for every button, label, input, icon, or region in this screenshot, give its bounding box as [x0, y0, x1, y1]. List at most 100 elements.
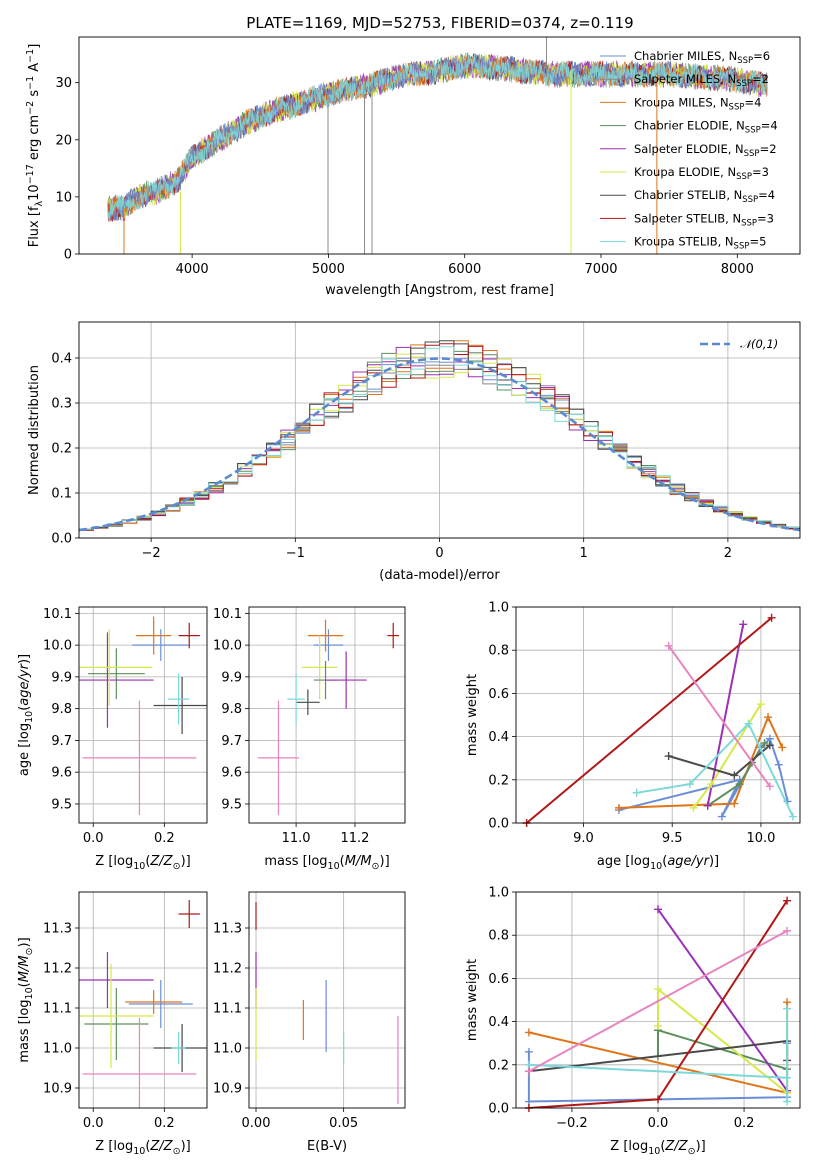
x-tick-label: 0.0 — [648, 1116, 669, 1131]
y-tick-label: 10.9 — [43, 1082, 72, 1097]
y-tick-label: 9.8 — [221, 702, 242, 717]
legend-entry: Kroupa ELODIE, NSSP=3 — [634, 165, 769, 182]
x-tick-label: 9.5 — [662, 831, 683, 846]
spectrum-legend: Chabrier MILES, NSSP=6 Salpeter MILES, NS… — [600, 49, 778, 252]
axes-frame — [78, 36, 801, 255]
y-tick-label: 20 — [55, 133, 72, 148]
x-tick-label: 0 — [435, 546, 443, 561]
weight-point-marker — [654, 1095, 662, 1104]
y-tick-label: 9.9 — [221, 670, 242, 685]
x-axis-label: (data-model)/error — [379, 568, 500, 583]
weight-point-marker — [524, 1067, 533, 1076]
legend-entry: Salpeter ELODIE, NSSP=2 — [634, 142, 777, 159]
axis-label: Z [log10(Z/Z⊙)] — [610, 1139, 705, 1157]
x-tick-label: 0.0 — [83, 1116, 104, 1131]
axis-label: Z [log10(Z/Z⊙)] — [95, 854, 190, 872]
y-tick-label: 0.4 — [488, 730, 509, 745]
axes-frame — [515, 891, 801, 1109]
y-axis-label: Normed distribution — [27, 365, 42, 495]
weight-point-marker — [707, 780, 716, 789]
x-axis-label: E(B-V) — [307, 1139, 347, 1154]
axis-label: mass weight — [465, 959, 480, 1041]
y-tick-label: 11.1 — [43, 1002, 72, 1017]
y-tick-label: 11.1 — [213, 1002, 242, 1017]
y-tick-label: 10.0 — [43, 639, 72, 654]
y-tick-label: 0.2 — [51, 442, 72, 457]
weight-series-line — [706, 624, 745, 806]
y-tick-label: 0.0 — [51, 532, 72, 547]
legend-entry: Chabrier MILES, NSSP=6 — [634, 49, 770, 66]
y-tick-label: 10.1 — [213, 607, 242, 622]
legend-entry: Chabrier ELODIE, NSSP=4 — [634, 119, 778, 136]
weight-point-marker — [760, 739, 769, 748]
y-tick-label: 9.9 — [51, 670, 72, 685]
y-tick-label: 10.0 — [213, 639, 242, 654]
weight-point-marker — [654, 1021, 662, 1030]
weight-point-marker — [735, 780, 744, 789]
axes-frame — [78, 321, 801, 539]
axis-label: mass weight — [465, 674, 480, 756]
residual-histogram — [79, 346, 800, 532]
weight-point-marker — [788, 812, 797, 821]
legend-entry: Chabrier STELIB, NSSP=4 — [634, 188, 775, 205]
x-tick-label: 9.0 — [573, 831, 594, 846]
y-tick-label: 0.0 — [488, 1102, 509, 1117]
panel-spectrum: 4000 5000 6000 7000 8000 0 10 20 30 wavelength [A… — [25, 36, 801, 298]
weight-point-marker — [783, 1073, 792, 1082]
weight-point-marker — [783, 1097, 792, 1106]
x-tick-label: 7000 — [584, 262, 617, 277]
x-tick-label: 5000 — [312, 262, 345, 277]
y-tick-label: 9.6 — [221, 766, 242, 781]
weight-series-line — [636, 721, 794, 817]
x-tick-label: −0.2 — [556, 1116, 588, 1131]
weight-point-marker — [739, 620, 748, 629]
weight-point-marker — [730, 771, 739, 780]
y-tick-label: 0.4 — [488, 1015, 509, 1030]
axis-label: Flux [fλ10−17 erg cm−2 s−1 A−1] — [25, 44, 45, 248]
y-tick-label: 0.6 — [488, 687, 509, 702]
x-tick-label: 11.0 — [282, 831, 311, 846]
x-tick-label: 0.05 — [329, 1116, 358, 1131]
weight-point-marker — [783, 1004, 792, 1013]
weight-series-line — [707, 742, 766, 807]
y-tick-label: 0.6 — [488, 972, 509, 987]
panel-mass-age: 11.0 11.2 9.5 9.6 9.7 9.8 9.9 10.0 10.1 mass [log… — [213, 606, 406, 872]
x-tick-label: 4000 — [176, 262, 209, 277]
weight-point-marker — [744, 719, 753, 728]
axis-label: age [log10(age/yr)] — [17, 654, 35, 776]
weight-point-marker — [783, 896, 792, 905]
y-tick-label: 1.0 — [488, 886, 509, 901]
weight-series-line — [667, 645, 771, 787]
weight-point-marker — [654, 905, 662, 914]
panel-z-mass: 0.0 0.2 10.9 11.0 11.1 11.2 11.3 Z [log10(Z/Z⊙)… — [17, 891, 208, 1157]
weight-point-marker — [524, 1047, 533, 1056]
axis-label: mass [log10(M/M⊙)] — [17, 937, 35, 1062]
x-tick-label: 0.2 — [154, 1116, 175, 1131]
weight-point-marker — [654, 985, 662, 994]
x-tick-label: 0.2 — [734, 1116, 755, 1131]
axis-label: Z [log10(Z/Z⊙)] — [95, 1139, 190, 1157]
weight-point-marker — [632, 788, 641, 797]
weight-point-marker — [756, 700, 765, 709]
axis-label: mass [log10(M/M⊙)] — [264, 854, 389, 872]
y-tick-label: 30 — [55, 76, 72, 91]
x-tick-label: 0.0 — [83, 831, 104, 846]
panel-ebv-mass: 0.00 0.05 10.9 11.0 11.1 11.2 11.3 E(B-V) — [213, 891, 406, 1154]
weight-point-marker — [783, 926, 792, 935]
y-tick-label: 0.0 — [488, 817, 509, 832]
weight-point-marker — [764, 713, 773, 722]
axes-frame — [78, 606, 208, 824]
panel-age-weight: 9.0 9.5 10.0 0.0 0.2 0.4 0.6 0.8 1.0 age [log10(a… — [465, 601, 801, 872]
weight-series-line — [528, 1008, 789, 1102]
weight-point-marker — [664, 641, 673, 650]
y-tick-label: 9.7 — [51, 734, 72, 749]
legend-entry: 𝒩(0,1) — [740, 337, 778, 351]
weight-point-marker — [524, 1028, 533, 1037]
y-tick-label: 9.5 — [51, 797, 72, 812]
legend-entry: Salpeter STELIB, NSSP=3 — [634, 211, 774, 228]
y-tick-label: 0.8 — [488, 644, 509, 659]
weight-point-marker — [717, 812, 726, 821]
x-tick-label: −1 — [286, 546, 305, 561]
x-tick-label: 11.2 — [340, 831, 369, 846]
